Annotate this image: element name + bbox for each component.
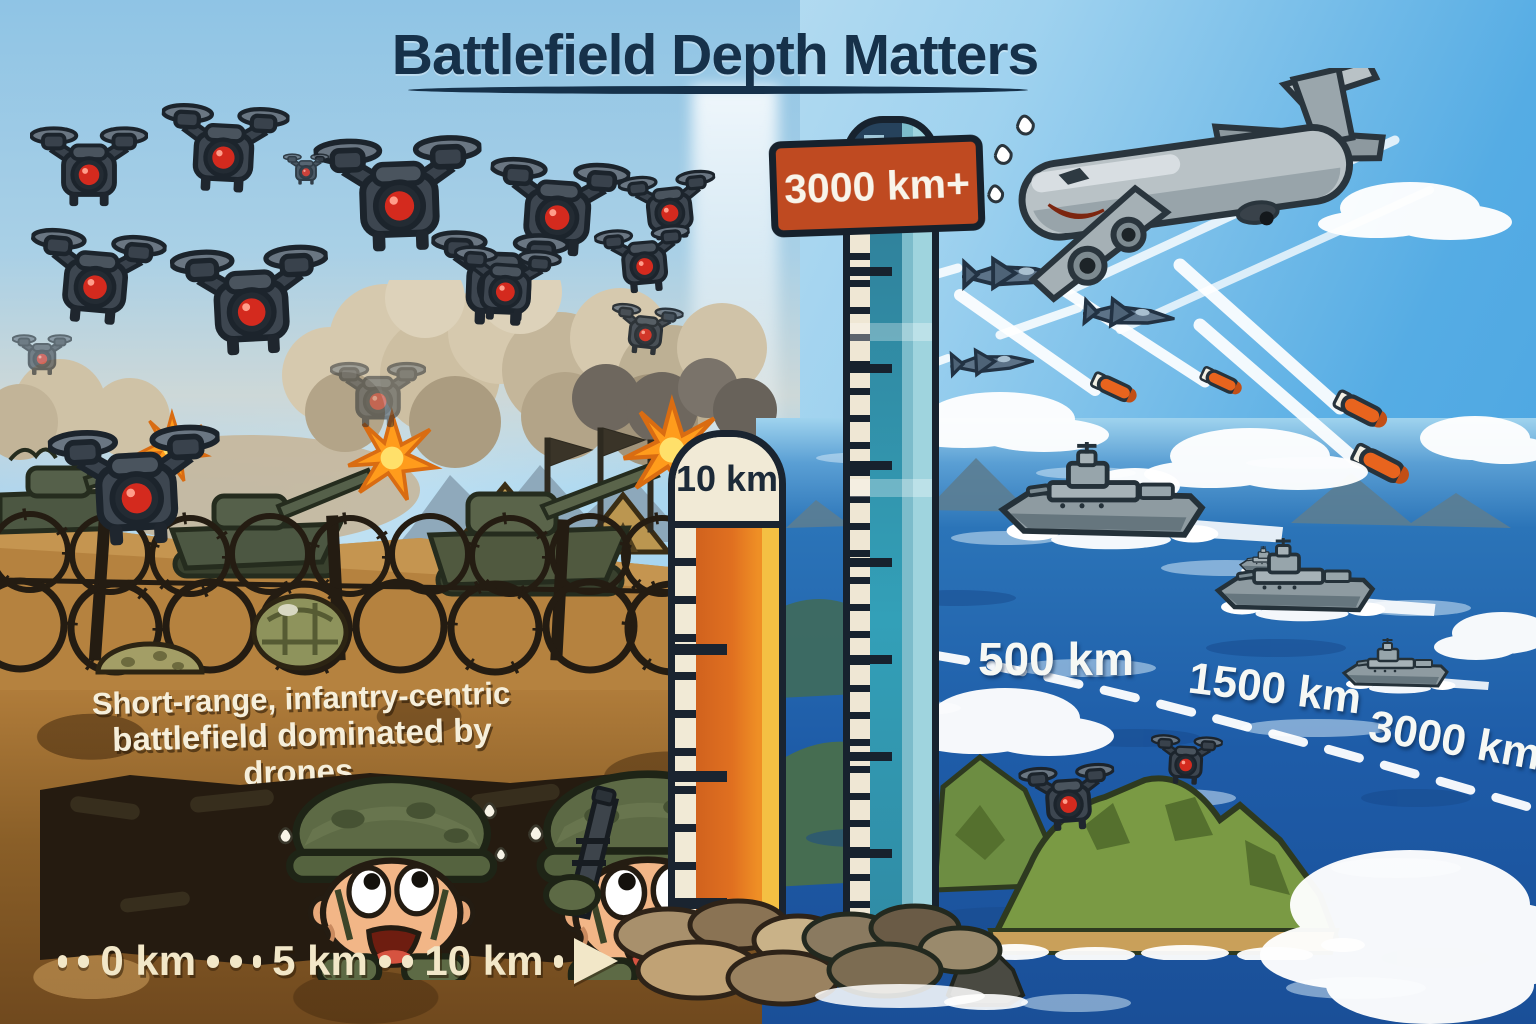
range-sign-label: 3000 km+: [783, 159, 971, 212]
scale-dash: [58, 954, 67, 968]
cloud: [1290, 850, 1530, 960]
tall-ruler-stripe2: [902, 123, 913, 951]
muzzle-flash: [347, 407, 443, 501]
scale-dash: [77, 954, 90, 968]
barbed-wire: [0, 508, 723, 679]
drone-icon: [30, 118, 148, 212]
scale-dash: [378, 954, 391, 968]
scale-label-0km: 0 km: [100, 937, 197, 984]
tall-ruler-ticks-long: [850, 179, 892, 951]
cloud-band: [850, 479, 932, 497]
drone-icon: [449, 236, 563, 329]
scale-label-5km: 5 km: [272, 937, 368, 984]
drone-icon: [593, 216, 695, 301]
scale-dash: [401, 954, 414, 968]
mine-icon: [95, 593, 349, 675]
scale-dash: [252, 954, 262, 968]
cloud: [925, 392, 1075, 446]
cloud: [1340, 182, 1480, 234]
page-title: Battlefield Depth Matters: [391, 23, 1039, 87]
scale-dash: [229, 954, 242, 968]
drone-icon: [47, 411, 226, 558]
cloud: [930, 688, 1080, 748]
distance-scale: 0 km 5 km 10 km: [58, 928, 619, 994]
range-sign: 3000 km+: [768, 134, 986, 238]
title-underline: [408, 86, 1028, 94]
drone-icon: [330, 355, 426, 432]
cloud: [1170, 428, 1330, 484]
tall-ruler-stripe: [913, 123, 932, 951]
tall-depth-ruler: [843, 116, 939, 958]
range-label-500km: 500 km: [978, 633, 1135, 685]
drone-icon: [157, 93, 290, 202]
drone-icon: [12, 330, 72, 378]
scale-arrow-icon: [574, 938, 619, 984]
short-ruler-ticks-long: [675, 528, 727, 928]
fighter-jet-icon: [949, 340, 1035, 385]
short-ruler-body: [675, 528, 779, 928]
short-ruler-label: 10 km: [675, 437, 779, 528]
rocks-base: [801, 903, 1003, 1008]
cloud: [1452, 612, 1536, 654]
short-depth-ruler: 10 km: [668, 430, 786, 935]
cloud: [1420, 416, 1530, 460]
drone-icon: [24, 216, 169, 335]
dashed-range-line: [929, 650, 1536, 813]
drone-icon: [283, 150, 329, 187]
drone-icon: [169, 232, 333, 366]
short-ruler-stripe: [762, 528, 779, 928]
scale-dash: [207, 954, 219, 968]
scale-label-10km: 10 km: [424, 937, 544, 984]
cargo-plane-icon: [987, 68, 1386, 303]
cloud-band: [850, 323, 932, 341]
drone-icon: [607, 296, 685, 361]
rifle-icon: [543, 785, 620, 920]
battlefield-scene: [0, 280, 780, 720]
scale-dash: [554, 954, 564, 968]
trench-scene: [40, 745, 680, 980]
